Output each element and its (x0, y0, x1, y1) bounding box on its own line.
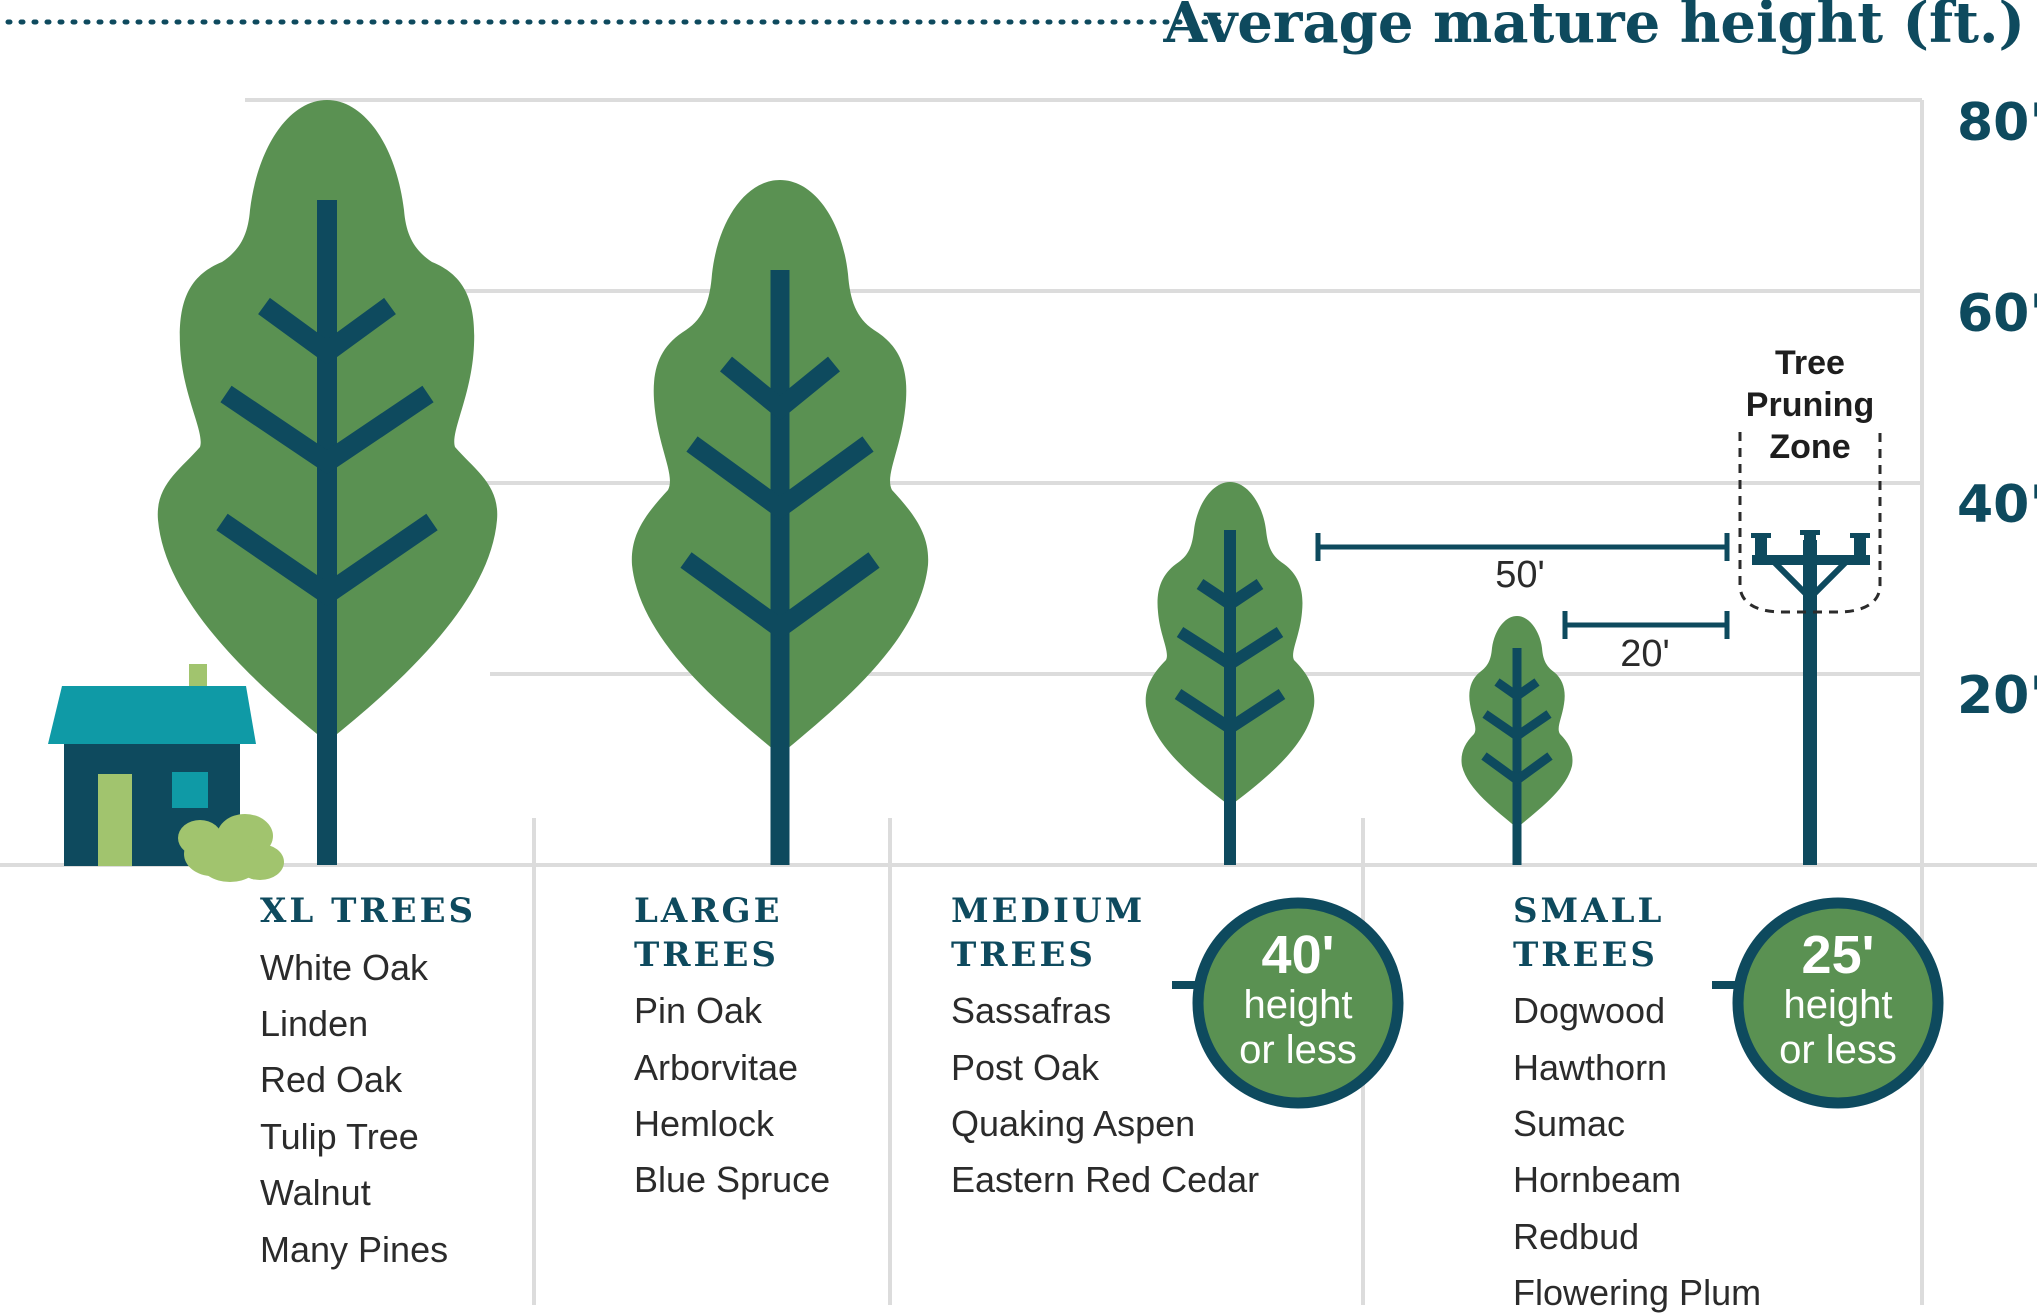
axis-label-20: 20' (1957, 666, 2037, 726)
small-badge-line2: or less (1779, 1028, 1897, 1072)
list-item: Arborvitae (634, 1047, 798, 1088)
xl-tree-icon (157, 100, 498, 865)
list-item: Hawthorn (1513, 1047, 1667, 1088)
large-trees-column: LARGE TREES Pin Oak Arborvitae Hemlock B… (634, 891, 830, 1200)
xl-trees-column: XL TREES White Oak Linden Red Oak Tulip … (260, 891, 476, 1270)
small-badge-line1: height (1784, 983, 1893, 1027)
distance-50-label: 50' (1495, 554, 1545, 596)
list-item: Flowering Plum (1513, 1272, 1761, 1313)
small-trees-heading-line2: TREES (1513, 935, 1658, 975)
pruning-zone-label-line1: Tree (1775, 344, 1845, 382)
small-badge-value: 25' (1802, 925, 1875, 985)
pruning-zone-label-line2: Pruning (1746, 386, 1874, 424)
distance-20-label: 20' (1620, 633, 1670, 675)
utility-pole-icon (1751, 530, 1870, 865)
distance-50-label-bg (1484, 550, 1554, 596)
axis-label-40: 40' (1957, 475, 2037, 535)
axis-label-80: 80' (1957, 93, 2037, 153)
list-item: Walnut (260, 1172, 371, 1213)
chart-title: Average mature height (ft.) (1163, 0, 2025, 56)
list-item: Hemlock (634, 1103, 775, 1144)
list-item: Pin Oak (634, 990, 763, 1031)
medium-height-badge: 40' height or less (1172, 897, 1404, 1109)
axis-label-60: 60' (1957, 284, 2037, 344)
list-item: Eastern Red Cedar (951, 1159, 1259, 1200)
large-tree-icon (631, 180, 929, 865)
bush-icon (178, 814, 284, 882)
list-item: Dogwood (1513, 990, 1665, 1031)
list-item: Sumac (1513, 1103, 1625, 1144)
small-trees-heading-line1: SMALL (1513, 891, 1664, 931)
list-item: Redbud (1513, 1216, 1639, 1257)
small-tree-icon (1461, 616, 1573, 865)
distance-markers (1315, 533, 1730, 639)
pruning-zone-outline (1738, 432, 1882, 614)
list-item: Linden (260, 1003, 368, 1044)
pruning-zone-label-line3: Zone (1769, 428, 1850, 466)
house-icon (48, 664, 256, 866)
medium-badge-line2: or less (1239, 1028, 1357, 1072)
list-item: Red Oak (260, 1059, 403, 1100)
medium-badge-value: 40' (1262, 925, 1335, 985)
list-item: Hornbeam (1513, 1159, 1681, 1200)
medium-trees-column: MEDIUM TREES Sassafras Post Oak Quaking … (951, 891, 1259, 1200)
medium-trees-heading-line2: TREES (951, 935, 1096, 975)
list-item: Quaking Aspen (951, 1103, 1195, 1144)
large-trees-heading-line2: TREES (634, 935, 779, 975)
list-item: Many Pines (260, 1229, 448, 1270)
medium-badge-line1: height (1244, 983, 1353, 1027)
small-trees-column: SMALL TREES Dogwood Hawthorn Sumac Hornb… (1513, 891, 1761, 1313)
list-item: Blue Spruce (634, 1159, 830, 1200)
list-item: Tulip Tree (260, 1116, 419, 1157)
list-item: White Oak (260, 947, 429, 988)
list-item: Post Oak (951, 1047, 1100, 1088)
medium-tree-icon (1145, 482, 1315, 865)
xl-trees-heading: XL TREES (260, 891, 476, 931)
list-item: Sassafras (951, 990, 1111, 1031)
small-height-badge: 25' height or less (1712, 897, 1944, 1109)
medium-trees-heading-line1: MEDIUM (951, 891, 1145, 931)
large-trees-heading-line1: LARGE (634, 891, 783, 931)
